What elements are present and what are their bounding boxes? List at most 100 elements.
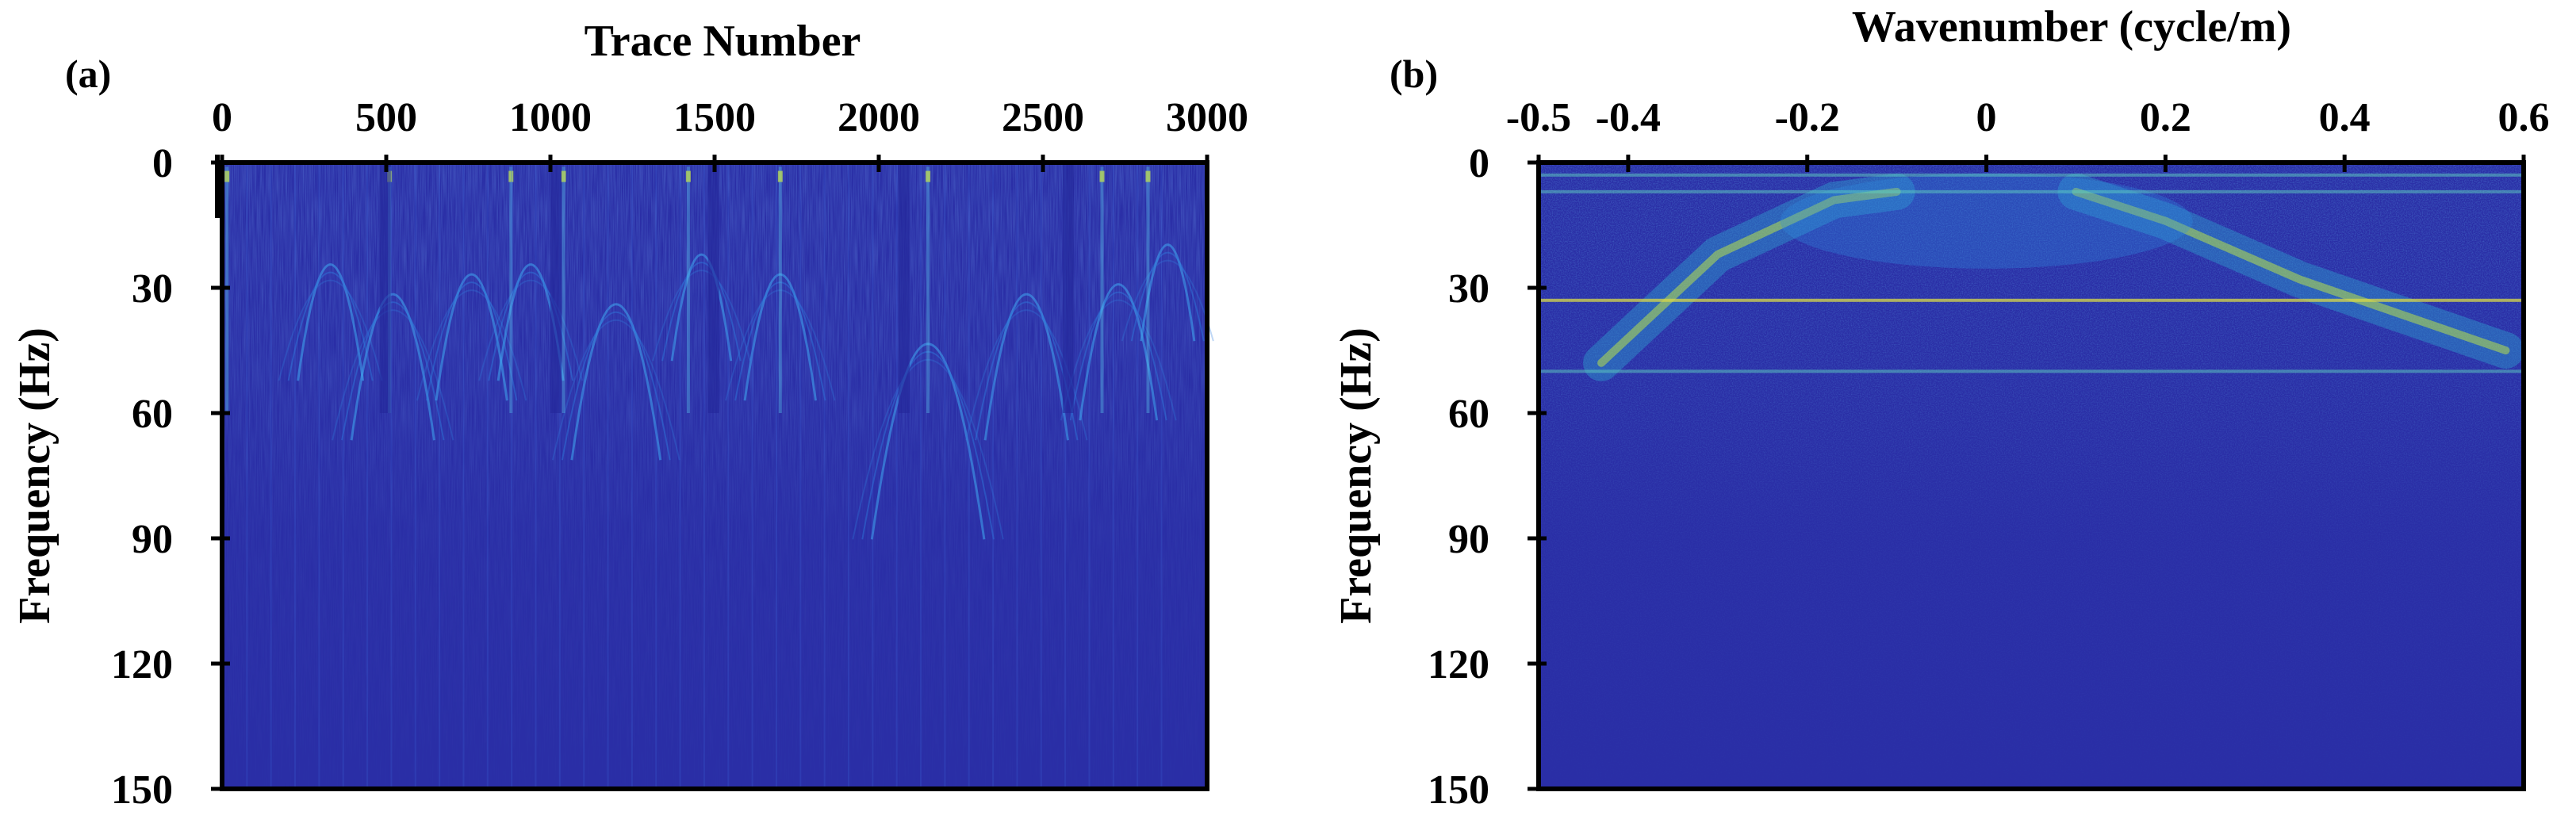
panel-a-hot-spot (1145, 170, 1151, 182)
panel-a-streak (968, 163, 970, 789)
panel-b-y-tick-label: 150 (1428, 767, 1489, 813)
panel-a-label: (a) (65, 52, 111, 96)
panel-a-y-tick-label: 120 (111, 642, 173, 687)
panel-a-dark-gap (550, 163, 562, 413)
panel-a-x-tick-label: 1500 (673, 95, 756, 140)
panel-a-streak (1064, 163, 1067, 789)
panel-b-label: (b) (1390, 52, 1438, 96)
panel-a-streak (607, 163, 609, 789)
panel-b-ylabel: Frequency (Hz) (1332, 327, 1381, 624)
panel-a-bright-column (778, 166, 782, 413)
panel-b-x-tick-label: 0.6 (2498, 95, 2550, 140)
panel-a-arc-feature (870, 343, 986, 540)
panel-b-x-tick-label: -0.2 (1775, 95, 1840, 140)
panel-b-energy-band (2072, 187, 2510, 354)
panel-a-streak (535, 163, 537, 789)
panel-a-arc-feature (435, 273, 508, 401)
panel-a-arc-feature (297, 263, 365, 381)
panel-a-streak (1160, 163, 1163, 789)
panel-b-xlabel: Wavenumber (cycle/m) (1852, 2, 2291, 52)
panel-a-arc-feature (861, 351, 995, 540)
panel-a-streak (895, 163, 898, 789)
panel-a-streak (294, 163, 297, 789)
panel-b-x-tick-label: 0.4 (2319, 95, 2371, 140)
panel-a-hot-spot (561, 170, 566, 182)
panel-b-central-energy (1780, 173, 2193, 269)
panel-a-streak (655, 163, 657, 789)
panel-a-streak (390, 163, 393, 789)
panel-a-arc-feature (1060, 299, 1177, 421)
panel-a: (a) Trace Number Frequency (Hz) 0 500 1000… (10, 17, 1248, 813)
panel-a-streak (511, 163, 513, 789)
panel-b-frame (1536, 160, 2526, 791)
panel-a-streak (920, 163, 922, 789)
panel-a-x-tick-label: 2000 (838, 95, 920, 140)
panel-a-arc-feature (551, 319, 680, 461)
panel-a-x-tick-label: 3000 (1166, 95, 1248, 140)
panel-a-arc-feature (332, 309, 454, 441)
panel-a-streak (558, 163, 561, 789)
panel-a-streak (246, 163, 248, 789)
panel-a-dark-gap (707, 163, 719, 413)
panel-a-streak (679, 163, 681, 789)
panel-b-x-tick-label: 0 (1976, 95, 1997, 140)
panel-a-streak (751, 163, 753, 789)
panel-a-bright-column (225, 166, 229, 413)
panel-a-streak (799, 163, 802, 789)
panel-a-arc-feature (1069, 291, 1167, 421)
panel-a-y-tick-label: 60 (132, 392, 173, 437)
panel-a-xlabel: Trace Number (585, 17, 861, 66)
panel-a-arc-feature (416, 289, 527, 401)
panel-b-x-tick-label: -0.4 (1596, 95, 1661, 140)
panel-a-x-tick-label: 500 (355, 95, 417, 140)
panel-b-horizontal-line (1539, 298, 2524, 302)
panel-a-arc-feature (661, 262, 742, 362)
panel-a-bright-column (562, 166, 565, 413)
panel-a-streak (318, 163, 320, 789)
panel-a-streak (366, 163, 369, 789)
panel-a-arc-feature (725, 289, 836, 401)
panel-b-y-tick-label: 60 (1448, 392, 1489, 437)
panel-b-x-tick-label: -0.5 (1506, 95, 1571, 140)
panel-a-arc-feature (1130, 251, 1205, 342)
panel-a-hot-spot (508, 170, 514, 182)
panel-b-y-tick-label: 90 (1448, 517, 1489, 562)
panel-a-arc-feature (570, 303, 662, 461)
panel-a-ylabel: Frequency (Hz) (10, 327, 59, 624)
panel-b-energy-band (1597, 187, 1901, 367)
panel-a-streak (270, 163, 272, 789)
panel-a-y-tick-label: 150 (111, 767, 173, 813)
panel-a-streak (944, 163, 946, 789)
panel-b-y-tick-label: 30 (1448, 266, 1489, 312)
panel-a-hot-spot (224, 170, 230, 182)
panel-b-y-tick-label: 0 (1469, 141, 1489, 186)
panel-a-streak (775, 163, 777, 789)
panel-a-arc-feature (341, 301, 445, 441)
panel-b-horizontal-line (1539, 189, 2524, 193)
panel-a-x-tick-label: 2500 (1002, 95, 1084, 140)
panel-a-arc-feature (670, 253, 733, 362)
panel-a-streak (703, 163, 705, 789)
panel-a-bright-column (1100, 166, 1104, 413)
panel-b: (b) Wavenumber (cycle/m) Frequency (Hz) … (1332, 2, 2550, 813)
panel-a-arc-feature (478, 279, 584, 381)
panel-a-arc-feature (652, 270, 751, 362)
panel-a-streak (583, 163, 585, 789)
panel-a-bright-column (686, 166, 690, 413)
panel-a-streak (631, 163, 633, 789)
panel-a-streak (1016, 163, 1018, 789)
panel-b-horizontal-line (1539, 369, 2524, 373)
panel-a-arc-feature (350, 293, 435, 441)
panel-a-streak (1040, 163, 1042, 789)
panel-b-y-tick-label: 120 (1428, 642, 1489, 687)
panel-a-arc-feature (852, 359, 1004, 540)
panel-a-dark-gap (379, 163, 391, 413)
panel-a-bright-column (926, 166, 930, 413)
panel-a-y-tick-label: 0 (152, 141, 173, 186)
panel-a-arc-feature (278, 279, 383, 381)
panel-a-arc-feature (734, 281, 826, 401)
panel-a-dark-gap (1062, 163, 1074, 413)
panel-a-streak (1112, 163, 1114, 789)
panel-a-arc-feature (1121, 259, 1214, 342)
